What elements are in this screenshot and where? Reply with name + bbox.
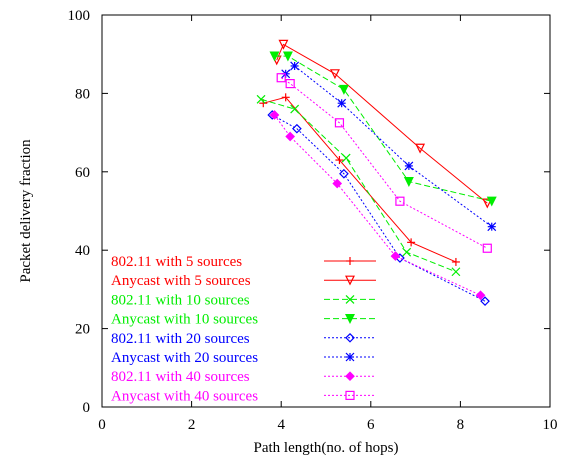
legend-item: Anycast with 40 sources (111, 388, 376, 404)
legend-label: 802.11 with 40 sources (111, 369, 250, 385)
data-point (256, 94, 266, 104)
series-1 (259, 93, 460, 266)
series-line (271, 114, 486, 302)
data-point (259, 99, 268, 108)
legend-swatch-marker (345, 294, 355, 304)
y-tick-label: 20 (75, 322, 90, 338)
legend-label: Anycast with 10 sources (111, 312, 258, 328)
data-point (335, 156, 344, 165)
series-3 (256, 94, 461, 277)
data-point (415, 143, 426, 154)
data-point (276, 73, 286, 83)
data-point (407, 238, 416, 247)
x-axis-label: Path length(no. of hops) (254, 440, 399, 456)
legend-item: Anycast with 20 sources (111, 350, 376, 366)
series-2 (271, 39, 493, 209)
legend-swatch-marker (345, 390, 355, 400)
data-point (269, 51, 280, 62)
legend-item: 802.11 with 40 sources (111, 369, 376, 385)
data-point (403, 177, 414, 187)
legend: 802.11 with 5 sources Anycast with 5 sour… (111, 254, 376, 404)
data-point (338, 84, 349, 95)
legend-swatch-marker (345, 352, 355, 362)
data-point (285, 131, 296, 142)
series-7 (269, 110, 486, 301)
data-point (292, 123, 302, 134)
data-point (482, 198, 493, 209)
x-tick-label: 0 (98, 417, 106, 433)
data-point (402, 247, 412, 257)
y-tick-label: 100 (68, 8, 91, 24)
legend-label: 802.11 with 10 sources (111, 292, 250, 308)
series-6 (281, 61, 497, 232)
legend-swatch-marker (345, 332, 355, 343)
data-point (332, 178, 343, 189)
legend-item: Anycast with 10 sources (111, 312, 376, 328)
x-tick-label: 6 (367, 417, 375, 433)
data-point (334, 118, 345, 128)
y-axis-label: Packet delivery fraction (18, 139, 34, 283)
legend-label: Anycast with 40 sources (111, 388, 258, 404)
series-line (274, 55, 492, 202)
x-tick-label: 2 (188, 417, 196, 433)
data-point (482, 243, 492, 253)
data-point (341, 153, 351, 163)
legend-label: 802.11 with 5 sources (111, 254, 242, 270)
data-point (451, 267, 461, 277)
legend-item: 802.11 with 5 sources (111, 254, 376, 270)
x-tick-label: 10 (543, 417, 558, 433)
legend-item: Anycast with 5 sources (111, 273, 376, 289)
y-tick-label: 80 (75, 86, 90, 102)
data-point (337, 98, 347, 108)
plot-frame (101, 14, 551, 408)
legend-item: 802.11 with 10 sources (111, 292, 376, 308)
data-point (487, 222, 497, 232)
data-point (395, 196, 405, 206)
legend-swatch-marker (345, 314, 355, 324)
legend-swatch-marker (346, 257, 354, 265)
series-line (274, 114, 481, 296)
data-point (404, 161, 414, 171)
x-tick-label: 8 (457, 417, 465, 433)
series-line (285, 65, 493, 228)
data-point (339, 168, 349, 179)
y-tick-label: 60 (75, 165, 90, 181)
data-point (390, 251, 401, 261)
data-point (475, 290, 486, 301)
legend-label: Anycast with 20 sources (111, 350, 258, 366)
data-point (486, 196, 497, 207)
series-line (276, 43, 488, 204)
data-point (290, 104, 300, 114)
data-point (480, 296, 490, 307)
y-tick-label: 0 (83, 400, 91, 416)
data-point (285, 78, 295, 89)
series-line (280, 77, 488, 249)
data-point (278, 39, 289, 50)
series-line (260, 98, 457, 273)
data-point (282, 51, 293, 62)
data-point (451, 257, 460, 266)
series-4 (269, 51, 497, 207)
legend-swatch-marker (345, 371, 355, 382)
legend-swatch-marker (345, 275, 355, 286)
data-point (281, 93, 290, 102)
x-tick-label: 4 (277, 417, 285, 433)
legend-label: Anycast with 5 sources (111, 273, 251, 289)
legend-label: 802.11 with 20 sources (111, 331, 250, 347)
data-point (269, 110, 280, 120)
y-tick-label: 40 (75, 243, 90, 259)
data-point (290, 61, 300, 71)
series-layer (256, 39, 497, 307)
legend-item: 802.11 with 20 sources (111, 331, 376, 347)
data-point (329, 69, 340, 80)
series-8 (276, 73, 492, 253)
